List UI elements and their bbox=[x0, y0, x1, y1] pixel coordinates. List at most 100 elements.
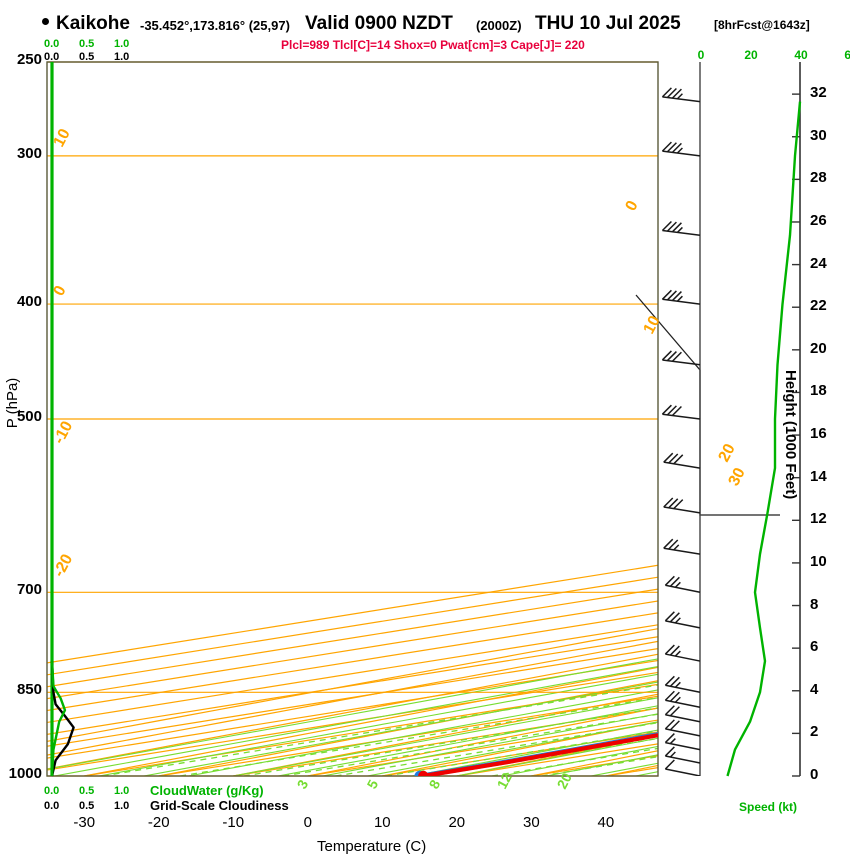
pressure-axis-label: P (hPa) bbox=[4, 377, 21, 429]
wind-barb bbox=[661, 141, 701, 157]
valid-time: Valid 0900 NZDT bbox=[305, 13, 453, 34]
height-axis-ticks bbox=[792, 93, 800, 777]
temperature-tick-20: 20 bbox=[448, 814, 466, 831]
grid-scale-cloudiness-curve bbox=[50, 661, 75, 777]
wind-barb bbox=[663, 452, 701, 469]
cloudiness-tick-bot-2: 1.0 bbox=[114, 800, 130, 812]
mixing-ratio-label: 20 bbox=[554, 770, 576, 791]
wind-barb bbox=[664, 759, 701, 776]
cloudwater-tick-bot-1: 0.5 bbox=[79, 785, 95, 797]
height-tick-28: 28 bbox=[810, 169, 827, 187]
isotherm-label: 20 bbox=[716, 441, 739, 465]
height-tick-8: 8 bbox=[810, 595, 819, 613]
height-tick-16: 16 bbox=[810, 425, 827, 443]
temperature-tick--10: -10 bbox=[222, 814, 245, 831]
isotherm-line bbox=[47, 600, 658, 700]
wind-barb bbox=[661, 350, 701, 366]
wind-barb bbox=[664, 733, 701, 751]
dry-adiabat-label: 10 bbox=[51, 126, 74, 150]
isotherm-lines bbox=[47, 62, 850, 776]
mixing-ratio-line bbox=[243, 707, 658, 776]
height-tick-10: 10 bbox=[810, 552, 827, 570]
wind-barbs bbox=[661, 87, 701, 776]
wind-barb bbox=[661, 220, 701, 237]
wind-speed-curve bbox=[726, 101, 802, 777]
pressure-tick-700: 700 bbox=[16, 581, 42, 599]
cloudiness-tick-top-2: 1.0 bbox=[114, 51, 130, 63]
isotherm-label: 10 bbox=[641, 313, 664, 337]
mixing-ratio-line bbox=[180, 696, 658, 776]
height-tick-14: 14 bbox=[810, 467, 827, 485]
mixing-ratio-label: 8 bbox=[426, 777, 444, 792]
pressure-tick-850: 850 bbox=[16, 681, 42, 699]
wind-barb bbox=[661, 289, 701, 305]
height-tick-4: 4 bbox=[810, 680, 819, 698]
moist-adiabat-line bbox=[54, 666, 658, 776]
plot-frame bbox=[46, 61, 659, 777]
dry-adiabat-line bbox=[233, 693, 658, 776]
mixing-ratio-label: 5 bbox=[364, 777, 382, 792]
moist-adiabat-line bbox=[47, 658, 658, 770]
station-marker-icon bbox=[42, 18, 49, 25]
speed-tick-20: 20 bbox=[744, 48, 758, 62]
pressure-tick-250: 250 bbox=[16, 51, 42, 68]
height-tick-22: 22 bbox=[810, 297, 827, 315]
dry-adiabat-line bbox=[47, 628, 658, 743]
wind-barb bbox=[664, 746, 701, 764]
moist-adiabat-line bbox=[277, 705, 658, 776]
temperature-tick--30: -30 bbox=[73, 814, 96, 831]
valid-time-zulu: (2000Z) bbox=[476, 18, 522, 33]
moist-adiabat-line bbox=[188, 689, 658, 776]
height-tick-26: 26 bbox=[810, 211, 827, 229]
isotherm-line bbox=[47, 588, 658, 688]
wind-barb bbox=[664, 675, 701, 694]
dry-adiabat-line bbox=[755, 62, 850, 776]
wind-barb bbox=[664, 611, 701, 629]
speed-axis-label: Speed (kt) bbox=[739, 800, 798, 814]
temperature-tick--20: -20 bbox=[147, 814, 170, 831]
isotherm-label: 30 bbox=[726, 465, 749, 489]
cloudwater-legend-label: CloudWater (g/Kg) bbox=[150, 783, 264, 798]
cloud-profiles bbox=[50, 62, 75, 777]
dry-adiabat-line bbox=[829, 62, 850, 776]
wind-barb bbox=[664, 644, 701, 662]
cloudiness-tick-bot-1: 0.5 bbox=[79, 800, 95, 812]
speed-tick-60: 60 bbox=[844, 48, 850, 62]
height-tick-32: 32 bbox=[810, 84, 827, 102]
wind-barb bbox=[661, 404, 701, 420]
mixing-ratio-label: 12 bbox=[494, 770, 516, 791]
dry-adiabat-line bbox=[84, 666, 658, 776]
temperature-surface-marker bbox=[418, 770, 429, 776]
temperature-axis-label: Temperature (C) bbox=[317, 838, 427, 855]
dry-adiabat-line bbox=[47, 653, 658, 770]
isotherm-line bbox=[755, 62, 850, 776]
wind-barb bbox=[664, 575, 701, 594]
wind-barb bbox=[663, 538, 701, 555]
sounding-curves bbox=[414, 732, 658, 776]
height-tick-24: 24 bbox=[810, 254, 827, 272]
cloudiness-legend-label: Grid-Scale Cloudiness bbox=[150, 798, 289, 813]
pressure-tick-400: 400 bbox=[16, 293, 42, 311]
pressure-tick-500: 500 bbox=[16, 408, 42, 425]
height-tick-2: 2 bbox=[810, 723, 819, 741]
cloudwater-tick-top-0: 0.0 bbox=[44, 38, 60, 50]
station-name: Kaikohe bbox=[56, 13, 130, 34]
wind-barb bbox=[661, 87, 701, 103]
height-tick-20: 20 bbox=[810, 339, 827, 357]
cloudwater-tick-top-1: 0.5 bbox=[79, 38, 95, 50]
pressure-tick-1000: 1000 bbox=[8, 765, 42, 782]
station-coordinates: -35.452°,173.816° (25,97) bbox=[140, 18, 290, 33]
wind-barb bbox=[664, 719, 701, 737]
height-tick-18: 18 bbox=[810, 382, 827, 400]
cloudwater-tick-top-2: 1.0 bbox=[114, 38, 130, 50]
isotherm-line bbox=[47, 648, 658, 747]
isotherm-line bbox=[47, 612, 658, 712]
temperature-tick-40: 40 bbox=[597, 814, 615, 831]
forecast-hour: [8hrFcst@1643z] bbox=[714, 18, 810, 32]
height-tick-12: 12 bbox=[810, 510, 827, 528]
dry-adiabat-line bbox=[47, 640, 658, 756]
sounding-parameters: Plcl=989 Tlcl[C]=14 Shox=0 Pwat[cm]=3 Ca… bbox=[281, 38, 585, 52]
height-tick-0: 0 bbox=[810, 766, 819, 783]
